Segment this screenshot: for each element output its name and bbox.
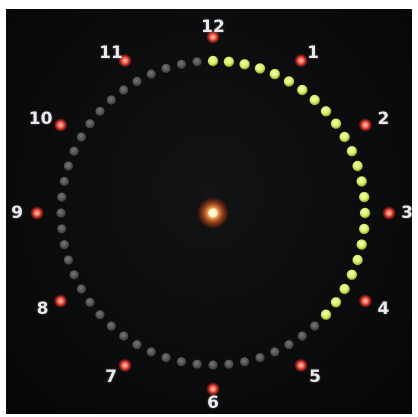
second-led-icon-lit: [297, 84, 308, 96]
led-clock-photo: 12 1 2 3 4 5 6 7 8 9 10 11: [6, 9, 412, 414]
second-led-icon-lit: [309, 94, 320, 106]
hour-label-10: 10: [28, 109, 53, 129]
hour-label-1: 1: [307, 42, 319, 63]
hour-leds: [30, 30, 396, 396]
second-led-icon: [240, 357, 250, 367]
second-led-icon: [132, 76, 142, 86]
second-led-icon-lit: [359, 223, 370, 235]
hour-label-8: 8: [36, 299, 49, 319]
second-led-icon-lit: [330, 297, 342, 308]
second-led-icon: [69, 270, 79, 280]
second-led-icon-lit: [320, 309, 332, 320]
second-led-icon-lit: [356, 176, 367, 187]
hour-label-7: 7: [105, 367, 117, 388]
second-led-icon: [208, 360, 218, 370]
second-led-icon-lit: [356, 239, 367, 250]
led-clock-face: [30, 30, 396, 396]
second-led-icon-lit: [269, 68, 280, 80]
second-led-icon-lit: [254, 63, 266, 74]
hour-led-icon: [294, 53, 308, 68]
hour-led-icon: [358, 118, 373, 132]
hour-led-icon: [118, 358, 132, 373]
hour-led-icon: [206, 30, 220, 44]
hour-led-icon: [206, 382, 220, 396]
second-led-icon-lit: [339, 131, 350, 143]
second-led-icon: [63, 161, 73, 171]
hour-label-3: 3: [401, 203, 412, 223]
second-led-icon: [284, 340, 294, 350]
second-led-icon-lit: [239, 59, 250, 70]
second-led-icon-lit: [346, 146, 358, 157]
second-led-icon: [63, 255, 73, 265]
hour-label-2: 2: [377, 109, 390, 129]
second-led-icon-lit: [346, 269, 358, 280]
second-led-icon-lit: [352, 160, 363, 172]
second-led-icon: [59, 240, 69, 250]
second-led-icon: [95, 106, 105, 116]
second-led-icon: [59, 176, 69, 186]
second-led-icon: [161, 353, 171, 363]
second-led-icon: [76, 284, 86, 294]
center-led-icon: [197, 197, 229, 229]
hour-led-icon: [358, 294, 373, 308]
second-led-icon: [106, 95, 116, 105]
hour-led-icon: [30, 206, 44, 220]
second-led-icon: [69, 146, 79, 156]
second-led-icon: [132, 340, 142, 350]
second-led-icon: [161, 63, 171, 73]
hour-led-icon: [118, 53, 132, 68]
second-led-icon: [192, 359, 202, 369]
second-led-icon: [310, 321, 320, 331]
second-led-icon-lit: [283, 76, 295, 87]
second-led-icon: [119, 85, 129, 95]
second-led-icon: [57, 224, 67, 234]
second-led-icon: [95, 310, 105, 320]
seconds-ring: [56, 55, 371, 370]
second-led-icon-lit: [207, 55, 219, 67]
hour-led-icon: [53, 294, 68, 308]
hour-label-4: 4: [377, 299, 390, 319]
hour-led-icon: [53, 118, 68, 132]
second-led-icon: [106, 321, 116, 331]
second-led-icon: [255, 353, 265, 363]
hour-label-12: 12: [201, 17, 225, 37]
hour-label-11: 11: [99, 42, 123, 63]
hour-label-9: 9: [11, 203, 23, 223]
second-led-icon-lit: [330, 118, 342, 129]
second-led-icon: [192, 57, 202, 67]
second-led-icon: [146, 347, 156, 357]
second-led-icon: [57, 192, 67, 202]
second-led-icon: [85, 297, 95, 307]
second-led-icon: [176, 59, 186, 69]
second-led-icon: [85, 119, 95, 129]
second-led-icon: [76, 132, 86, 142]
second-led-icon: [297, 331, 307, 341]
hour-label-6: 6: [207, 393, 219, 413]
second-led-icon: [146, 69, 156, 79]
second-led-icon-lit: [352, 254, 363, 266]
second-led-icon: [56, 208, 66, 218]
second-led-icon-lit: [339, 283, 350, 295]
second-led-icon-lit: [359, 191, 370, 203]
second-led-icon-lit: [223, 56, 235, 67]
second-led-icon: [224, 359, 234, 369]
hour-led-icon: [382, 206, 396, 220]
second-led-icon: [176, 357, 186, 367]
hour-label-5: 5: [309, 367, 321, 388]
second-led-icon: [270, 347, 280, 357]
hour-led-icon: [294, 358, 308, 373]
second-led-icon-lit: [359, 207, 371, 219]
second-led-icon: [119, 331, 129, 341]
second-led-icon-lit: [320, 106, 332, 117]
